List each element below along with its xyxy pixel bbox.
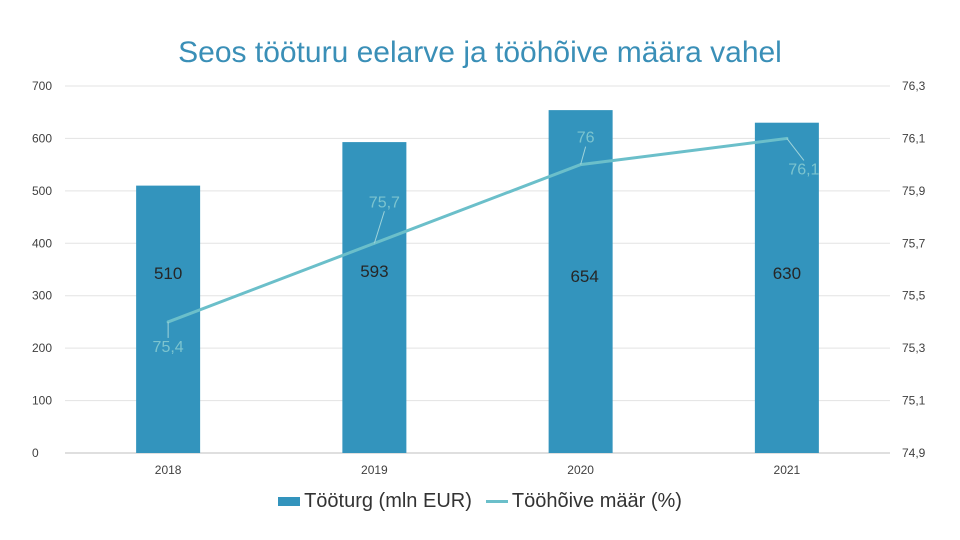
right-axis-tick: 75,9 — [902, 184, 926, 198]
right-axis-tick: 75,7 — [902, 236, 926, 250]
gridlines — [65, 85, 890, 454]
bars — [136, 110, 819, 454]
right-axis-tick: 75,3 — [902, 341, 926, 355]
line-path — [167, 136, 788, 324]
line-data-label: 76,1 — [788, 161, 819, 178]
legend-line-swatch — [485, 500, 508, 503]
bar-data-label: 510 — [154, 264, 182, 283]
right-axis-tick: 76,1 — [902, 131, 926, 145]
left-axis-tick: 600 — [32, 131, 52, 145]
bar-data-label: 630 — [773, 264, 801, 283]
left-axis-tick: 400 — [32, 236, 52, 250]
x-axis-tick: 2021 — [774, 463, 801, 477]
line-data-label: 75,7 — [369, 194, 400, 211]
x-axis-tick: 2018 — [155, 463, 182, 477]
right-axis-ticks: 74,9 75,1 75,3 75,5 75,7 75,9 76,1 76,3 — [902, 79, 926, 460]
left-axis-tick: 200 — [32, 341, 52, 355]
right-axis-tick: 75,5 — [902, 289, 926, 303]
line-data-label: 76 — [577, 130, 595, 147]
data-labels: 510 593 654 630 75,4 75,7 76 76,1 — [153, 130, 820, 356]
legend-item-bars: Tööturg (mln EUR) — [278, 490, 472, 513]
left-axis-tick: 300 — [32, 289, 52, 303]
bar-data-label: 654 — [570, 267, 598, 286]
x-axis-tick: 2020 — [567, 463, 594, 477]
left-axis-tick: 700 — [32, 79, 52, 93]
leader-line — [786, 138, 805, 161]
legend-label-line: Tööhõive määr (%) — [511, 490, 682, 512]
bar-data-label: 593 — [360, 262, 388, 281]
bar — [342, 142, 407, 453]
right-axis-tick: 76,3 — [902, 79, 926, 93]
leader-line — [580, 146, 587, 165]
legend: Tööturg (mln EUR) Tööhõive määr (%) — [0, 490, 960, 513]
legend-label-bars: Tööturg (mln EUR) — [304, 490, 472, 512]
legend-item-line: Tööhõive määr (%) — [485, 490, 682, 513]
right-axis-tick: 75,1 — [902, 394, 926, 408]
x-axis-tick: 2019 — [361, 463, 388, 477]
bar — [548, 110, 613, 454]
bar — [754, 122, 819, 453]
left-axis-tick: 0 — [32, 446, 39, 460]
left-axis-ticks: 0 100 200 300 400 500 600 700 — [32, 79, 52, 460]
line-data-label: 75,4 — [153, 339, 184, 356]
legend-bar-swatch — [278, 497, 301, 506]
left-axis-tick: 500 — [32, 184, 52, 198]
bar — [136, 185, 201, 453]
chart-title: Seos tööturu eelarve ja tööhõive määra v… — [178, 36, 782, 69]
left-axis-tick: 100 — [32, 394, 52, 408]
leader-line — [373, 211, 385, 244]
x-axis-ticks: 2018 2019 2020 2021 — [155, 463, 801, 477]
right-axis-tick: 74,9 — [902, 446, 926, 460]
